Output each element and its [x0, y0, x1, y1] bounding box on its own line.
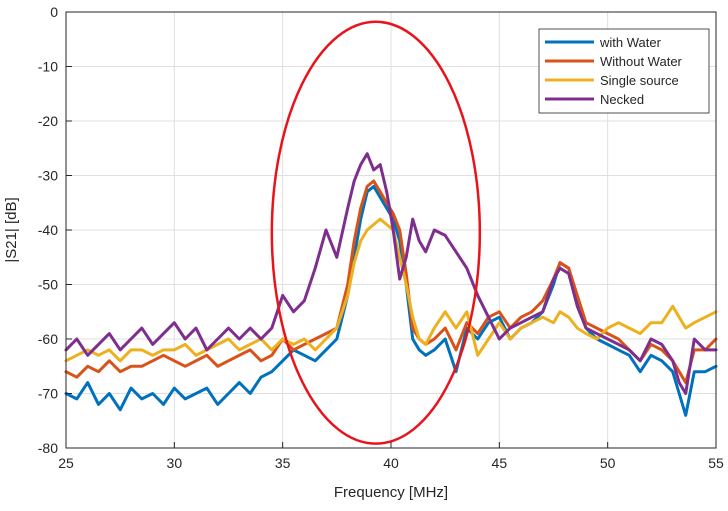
x-tick-label: 30 [167, 455, 183, 471]
y-axis-label: |S21| [dB] [3, 197, 20, 262]
series-line-without-water [64, 179, 718, 385]
legend-label-without-water: Without Water [600, 54, 683, 69]
x-tick-label: 55 [708, 455, 724, 471]
legend-label-single-source: Single source [600, 73, 679, 88]
series-line-with-water [64, 184, 718, 417]
x-axis-label: Frequency [MHz] [334, 484, 448, 501]
y-tick-label: -30 [38, 168, 58, 184]
series-line-necked [64, 152, 718, 395]
x-tick-label: 25 [58, 455, 74, 471]
y-tick-label: -70 [38, 386, 58, 402]
series-layer [64, 152, 718, 417]
y-tick-label: -60 [38, 331, 58, 347]
axis-ticks: 25 30 35 40 45 50 55 0 -10 -20 -30 -40 -50 -60 -70 -80 [38, 4, 724, 471]
legend-label-necked: Necked [600, 92, 644, 107]
highlight-ellipse [270, 20, 482, 445]
x-tick-label: 40 [383, 455, 399, 471]
y-tick-label: -20 [38, 113, 58, 129]
x-tick-label: 35 [275, 455, 291, 471]
y-tick-label: -10 [38, 59, 58, 75]
legend-items: with Water Without Water Single source Neck… [545, 35, 683, 107]
y-tick-label: -40 [38, 222, 58, 238]
y-tick-label: -80 [38, 440, 58, 456]
legend-label-with-water: with Water [599, 35, 662, 50]
annotation-layer [270, 20, 482, 445]
y-tick-label: -50 [38, 277, 58, 293]
x-tick-label: 45 [492, 455, 508, 471]
y-tick-label: 0 [50, 4, 58, 20]
legend: with Water Without Water Single source Neck… [538, 28, 710, 114]
x-tick-label: 50 [600, 455, 616, 471]
